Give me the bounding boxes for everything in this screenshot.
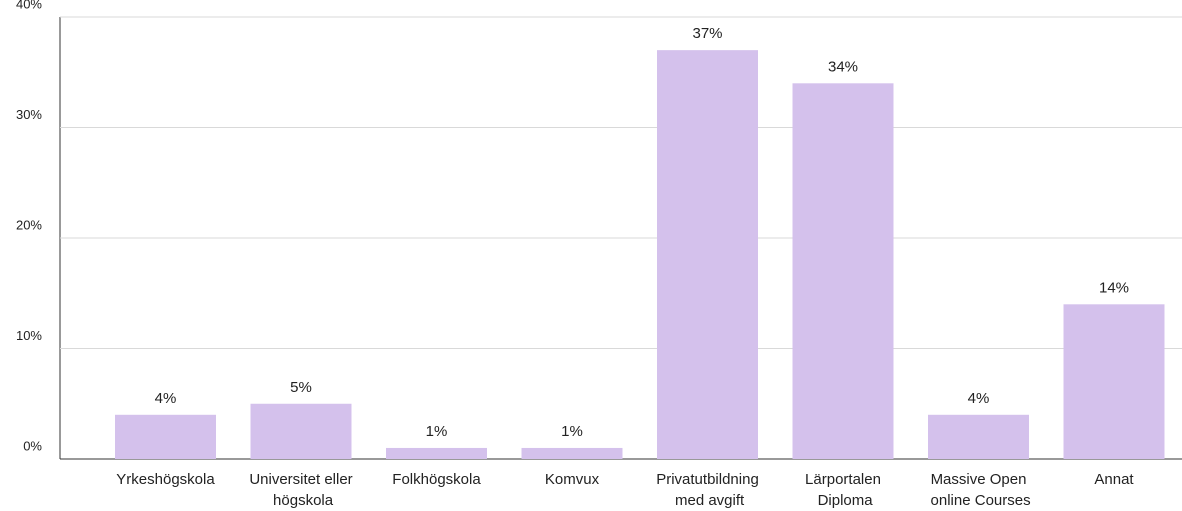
x-tick-label: Yrkeshögskola bbox=[116, 471, 215, 488]
y-tick-label: 30% bbox=[16, 107, 42, 122]
x-tick-label: Lärportalen Diploma bbox=[805, 471, 881, 509]
value-label: 14% bbox=[1099, 279, 1129, 296]
value-label: 1% bbox=[561, 423, 583, 440]
bar bbox=[250, 403, 352, 459]
bar bbox=[792, 83, 894, 460]
bar bbox=[657, 50, 758, 460]
bar bbox=[521, 447, 623, 459]
x-tick-label: Massive Open online Courses bbox=[926, 471, 1030, 509]
value-label: 4% bbox=[155, 390, 177, 407]
y-tick-label: 40% bbox=[16, 0, 42, 11]
x-tick-label: Annat bbox=[1094, 471, 1134, 488]
x-tick-label: Privatutbildning med avgift bbox=[656, 471, 759, 509]
y-tick-label: 0% bbox=[23, 438, 42, 453]
value-label: 34% bbox=[828, 58, 858, 75]
bar bbox=[386, 447, 487, 459]
x-tick-label: Universitet eller högskola bbox=[249, 471, 352, 509]
value-label: 37% bbox=[692, 25, 722, 42]
y-tick-label: 20% bbox=[16, 217, 42, 232]
y-tick-label: 10% bbox=[16, 328, 42, 343]
value-label: 1% bbox=[426, 423, 448, 440]
bar bbox=[1063, 304, 1165, 459]
bar bbox=[115, 414, 216, 459]
x-tick-label: Komvux bbox=[545, 471, 600, 488]
bar bbox=[928, 414, 1029, 459]
value-label: 4% bbox=[968, 390, 990, 407]
value-label: 5% bbox=[290, 379, 312, 396]
x-tick-label: Folkhögskola bbox=[392, 471, 481, 488]
